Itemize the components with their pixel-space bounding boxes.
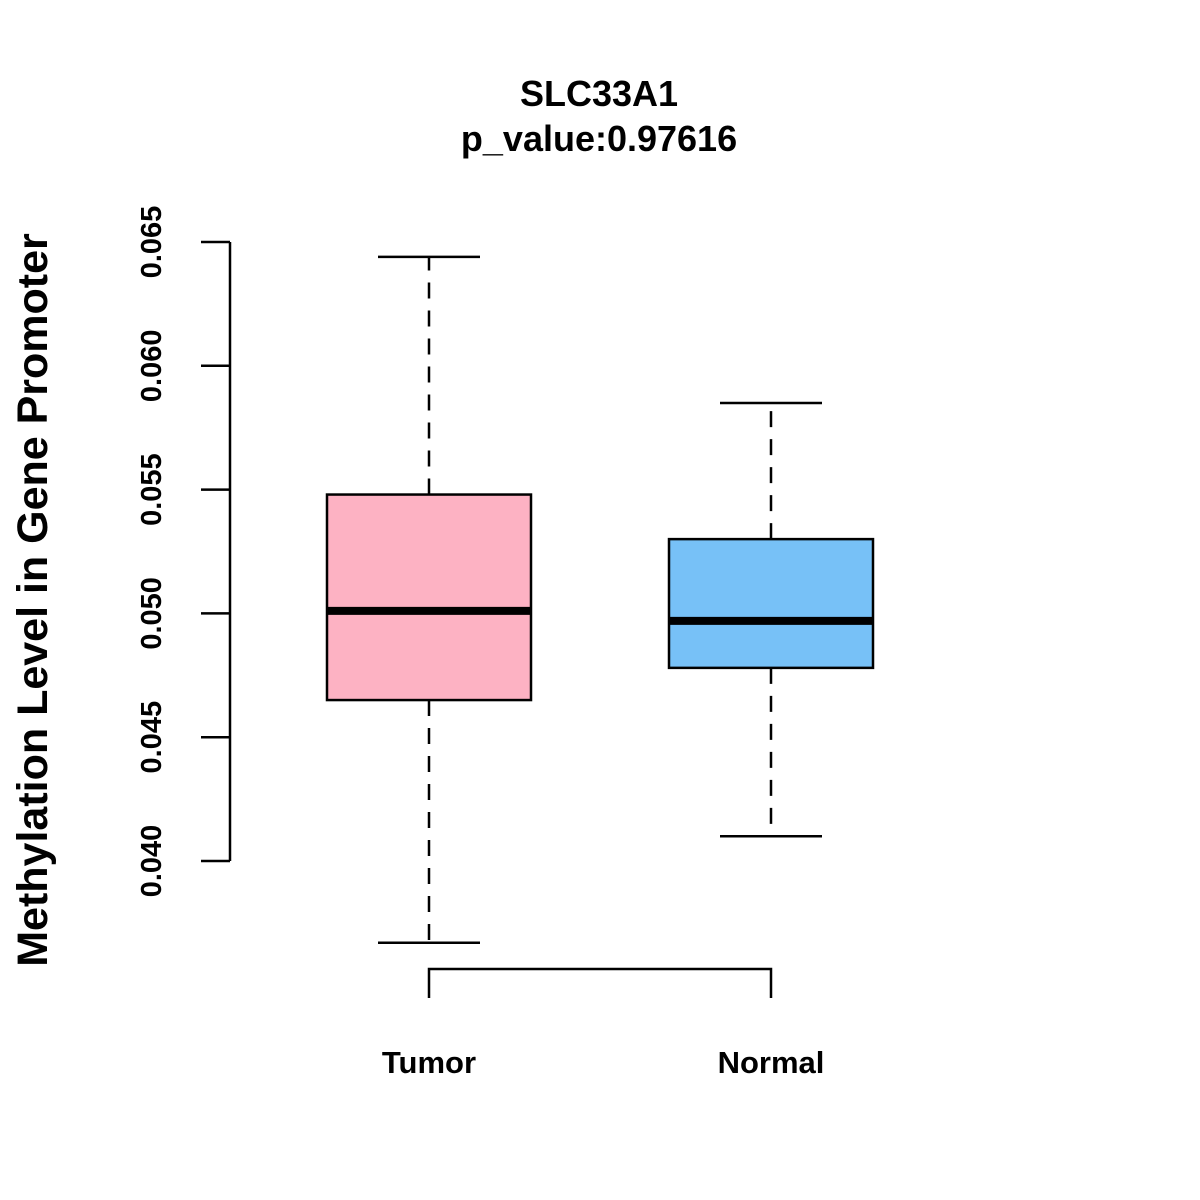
iqr-box-normal (667, 537, 875, 670)
x-category-label-normal: Normal (718, 1045, 825, 1080)
y-axis-label: Methylation Level in Gene Promoter (9, 233, 57, 967)
x-axis-labels: Tumor Normal (382, 1045, 824, 1080)
box-group-tumor (325, 255, 533, 944)
boxes (325, 255, 875, 944)
y-tick-label: 0.060 (136, 330, 168, 403)
y-axis-ticks: 0.040 0.045 0.050 0.055 0.060 0.065 (136, 206, 230, 898)
box-group-normal (667, 401, 875, 838)
chart-title: SLC33A1 (520, 73, 678, 114)
y-tick-label: 0.045 (136, 701, 168, 774)
y-tick-label: 0.040 (136, 825, 168, 898)
iqr-box-tumor (325, 493, 533, 702)
y-tick-label: 0.055 (136, 453, 168, 526)
chart-subtitle: p_value:0.97616 (461, 118, 737, 159)
y-tick-label: 0.065 (136, 206, 168, 279)
bracket-line (427, 967, 773, 998)
significance-bracket (427, 967, 773, 998)
x-category-label-tumor: Tumor (382, 1045, 476, 1080)
y-tick-label: 0.050 (136, 577, 168, 650)
